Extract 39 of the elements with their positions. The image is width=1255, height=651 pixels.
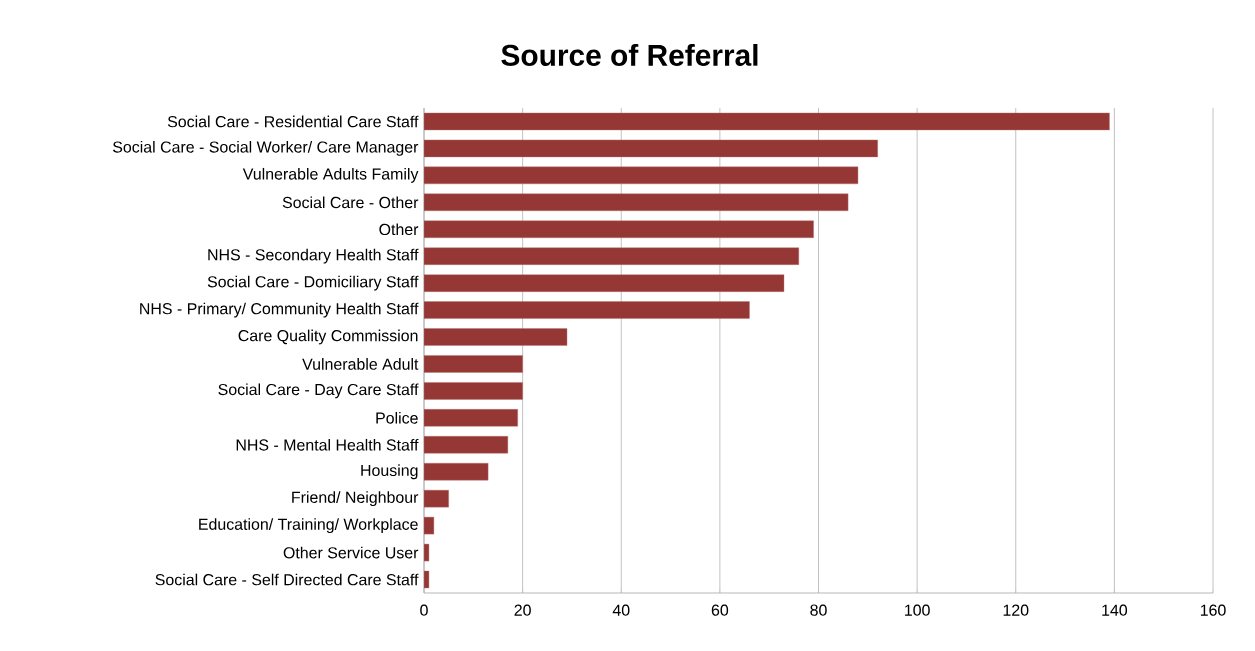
y-tick-label: Social Care - Other [282, 196, 419, 209]
y-tick-label: Social Care - Residential Care Staff [167, 115, 419, 128]
x-tick-label: 120 [1003, 604, 1029, 616]
chart-title: Source of Referral [501, 44, 758, 66]
x-tick-label: 20 [514, 604, 531, 616]
y-tick-label: Vulnerable Adults Family [242, 167, 419, 183]
bar [424, 301, 750, 319]
bar [424, 436, 509, 454]
y-tick-label: Other [379, 223, 419, 236]
y-tick-label: Friend/ Neighbour [292, 491, 419, 507]
bar [424, 193, 849, 211]
x-tick-label: 80 [810, 604, 827, 616]
bar [424, 274, 785, 292]
y-tick-label: NHS - Mental Health Staff [236, 438, 419, 451]
x-tick-label: 140 [1102, 604, 1128, 616]
bar [424, 328, 568, 346]
bar [424, 247, 799, 265]
bar [424, 409, 518, 427]
y-tick-label: Vulnerable Adult [302, 358, 419, 370]
bar [424, 382, 523, 400]
x-tick-label: 100 [905, 604, 930, 616]
bar [424, 220, 814, 238]
y-tick-label: Social Care - Day Care Staff [218, 383, 419, 399]
y-tick-label: Other Service User [283, 546, 419, 559]
y-tick-label: Social Care - Self Directed Care Staff [155, 573, 419, 586]
bar [424, 463, 489, 481]
y-tick-label: Social Care - Domiciliary Staff [207, 275, 419, 291]
y-tick-label: Social Care - Social Worker/ Care Manager [112, 140, 419, 156]
x-tick-label: 160 [1200, 604, 1226, 616]
y-tick-label: NHS - Secondary Health Staff [208, 248, 419, 264]
x-tick-label: 60 [711, 604, 729, 616]
y-tick-label: Care Quality Commission [238, 329, 418, 345]
bar [424, 355, 523, 373]
x-tick-label: 0 [420, 604, 428, 616]
y-tick-label: Education/ Training/ Workplace [199, 518, 418, 534]
y-tick-label: NHS - Primary/ Community Health Staff [140, 302, 419, 318]
y-tick-label: Housing [361, 464, 418, 480]
x-tick-label: 40 [612, 604, 630, 616]
y-tick-label: Police [376, 412, 418, 424]
